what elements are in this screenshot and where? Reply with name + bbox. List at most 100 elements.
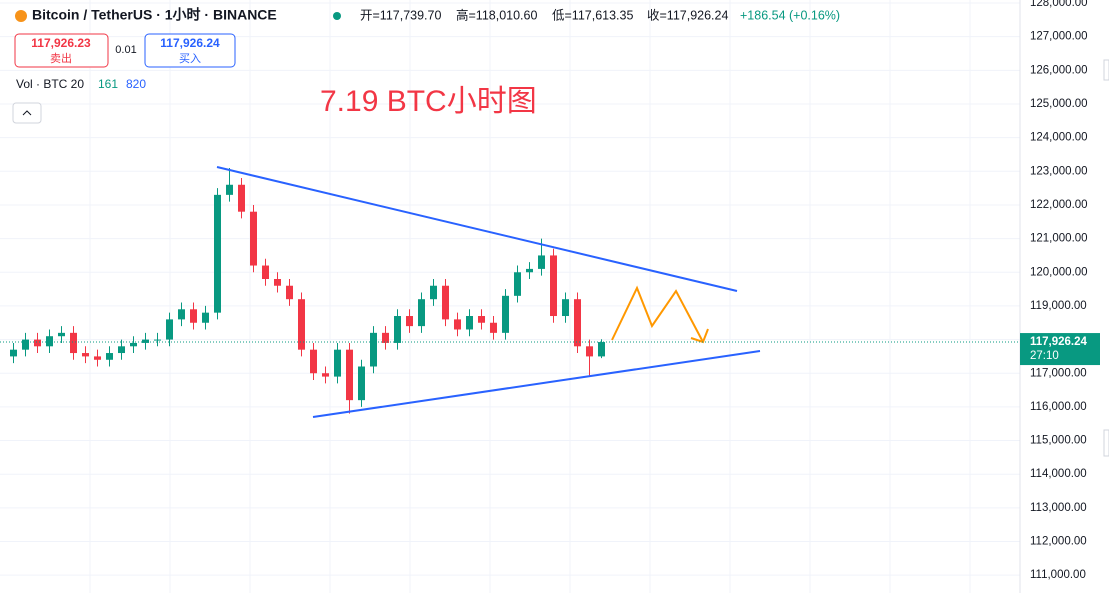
candle-body xyxy=(406,316,413,327)
candle-body xyxy=(538,255,545,269)
y-tick-label: 117,000.00 xyxy=(1030,367,1087,379)
candle-body xyxy=(514,272,521,296)
buy-price: 117,926.24 xyxy=(160,36,220,50)
candle-body xyxy=(106,353,113,360)
ohlc-open: 开=117,739.70 xyxy=(360,8,441,22)
candle-body xyxy=(310,349,317,374)
y-tick-label: 119,000.00 xyxy=(1030,300,1087,312)
candle-body xyxy=(130,342,137,347)
candle-body xyxy=(490,322,497,333)
btc-icon xyxy=(15,10,27,22)
candle-body xyxy=(502,295,509,333)
y-tick-label: 114,000.00 xyxy=(1030,468,1087,480)
y-tick-label: 112,000.00 xyxy=(1030,536,1087,548)
price-tag-value: 117,926.24 xyxy=(1030,336,1088,348)
candle-body xyxy=(598,342,605,357)
ohlc-close: 收=117,926.24 xyxy=(647,8,728,22)
ohlc-low: 低=117,613.35 xyxy=(552,8,633,22)
sell-label: 卖出 xyxy=(50,51,72,65)
candle-body xyxy=(118,346,125,354)
candle-body xyxy=(358,366,365,401)
candle-body xyxy=(394,316,401,343)
vertical-grid xyxy=(0,0,1020,593)
candle-body xyxy=(82,353,89,357)
candle-body xyxy=(286,285,293,300)
candle-body xyxy=(94,356,101,360)
candle-body xyxy=(214,194,221,313)
collapse-icon xyxy=(22,110,32,116)
y-tick-label: 122,000.00 xyxy=(1030,199,1088,211)
candle-body xyxy=(562,299,569,317)
plot xyxy=(10,167,605,414)
ohlc-high: 高=118,010.60 xyxy=(456,7,537,22)
candle-body xyxy=(466,316,473,330)
symbol: Bitcoin / TetherUS · 1小时 · BINANCE xyxy=(32,7,277,23)
change: +186.54 (+0.16%) xyxy=(740,8,840,22)
y-tick-label: 111,000.00 xyxy=(1030,569,1086,581)
forecast-path xyxy=(611,285,704,343)
side-handle[interactable] xyxy=(1103,429,1109,457)
candle-body xyxy=(34,339,41,347)
candle-body xyxy=(142,339,149,343)
candle-body xyxy=(478,316,485,323)
y-tick-label: 128,000.00 xyxy=(1030,0,1088,9)
y-tick-label: 127,000.00 xyxy=(1030,31,1088,43)
candle-body xyxy=(238,184,245,212)
price-tag xyxy=(1020,333,1100,366)
candle-body xyxy=(226,184,233,195)
candle-body xyxy=(154,339,161,341)
annotation-title: 7.19 BTC小时图 xyxy=(320,85,537,118)
candle-body xyxy=(274,278,281,286)
candle-body xyxy=(346,349,353,401)
candle-body xyxy=(370,332,377,367)
candle-body xyxy=(430,285,437,300)
candle-body xyxy=(454,319,461,330)
y-tick-label: 123,000.00 xyxy=(1030,165,1088,177)
candle-body xyxy=(190,309,197,323)
side-handle[interactable] xyxy=(1103,59,1109,81)
candle-body xyxy=(418,299,425,327)
y-tick-label: 115,000.00 xyxy=(1030,435,1087,447)
y-tick-label: 125,000.00 xyxy=(1030,98,1088,110)
vol-label: Vol · BTC 20 xyxy=(16,77,84,91)
candle-body xyxy=(442,285,449,320)
candle-body xyxy=(574,299,581,347)
y-tick-label: 120,000.00 xyxy=(1030,266,1088,278)
price-tag-countdown: 27:10 xyxy=(1030,350,1059,362)
candle-body xyxy=(202,312,209,323)
candle-body xyxy=(586,346,593,357)
candle-body xyxy=(10,349,17,357)
candle-body xyxy=(46,336,53,347)
sell-price: 117,926.23 xyxy=(31,36,91,50)
vol-b: 820 xyxy=(126,77,146,91)
y-tick-label: 116,000.00 xyxy=(1030,401,1087,413)
spread: 0.01 xyxy=(115,44,136,56)
y-tick-label: 113,000.00 xyxy=(1030,502,1087,514)
candle-body xyxy=(550,255,557,317)
y-tick-label: 126,000.00 xyxy=(1030,64,1088,76)
candle-body xyxy=(70,332,77,354)
buy-label: 买入 xyxy=(179,52,201,65)
candle-body xyxy=(178,309,185,320)
sell-button[interactable] xyxy=(14,33,109,68)
candle-body xyxy=(58,332,65,337)
candle-body xyxy=(22,339,29,350)
collapse-button[interactable] xyxy=(12,102,42,124)
candle-body xyxy=(526,268,533,273)
status-dot xyxy=(333,12,341,20)
candle-body xyxy=(382,332,389,343)
candle-body xyxy=(298,299,305,350)
vol-a: 161 xyxy=(98,77,118,91)
y-tick-label: 121,000.00 xyxy=(1030,233,1088,245)
candle-body xyxy=(166,319,173,340)
y-tick-label: 124,000.00 xyxy=(1030,132,1088,144)
candle-body xyxy=(262,265,269,279)
trend-line xyxy=(312,350,761,418)
candle-body xyxy=(250,211,257,266)
trend-line xyxy=(216,166,738,292)
buy-button[interactable] xyxy=(144,33,236,68)
candle-body xyxy=(334,349,341,377)
candle-body xyxy=(322,373,329,377)
